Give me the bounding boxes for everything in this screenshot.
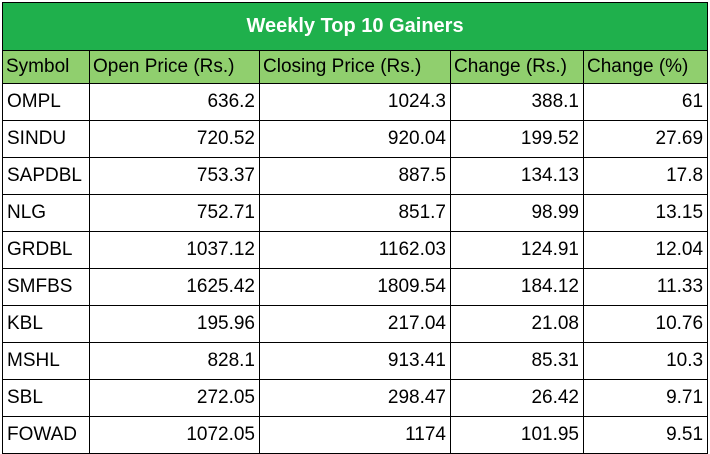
cell-symbol: SINDU [2, 120, 90, 158]
table-row: GRDBL 1037.12 1162.03 124.91 12.04 [2, 231, 709, 269]
cell-change-pct: 9.71 [582, 379, 709, 417]
cell-change-pct: 27.69 [582, 120, 709, 158]
cell-open-price: 720.52 [89, 120, 260, 158]
cell-change-rs: 388.1 [450, 83, 584, 121]
cell-symbol: OMPL [2, 83, 90, 121]
table-row: KBL 195.96 217.04 21.08 10.76 [2, 305, 709, 343]
cell-change-rs: 21.08 [450, 305, 584, 343]
cell-change-rs: 184.12 [450, 268, 584, 306]
cell-closing-price: 217.04 [259, 305, 451, 343]
cell-open-price: 1625.42 [89, 268, 260, 306]
table-row: OMPL 636.2 1024.3 388.1 61 [2, 83, 709, 121]
title-row: Weekly Top 10 Gainers [1, 2, 709, 51]
table-row: SBL 272.05 298.47 26.42 9.71 [2, 379, 709, 417]
cell-open-price: 753.37 [89, 157, 260, 195]
cell-open-price: 195.96 [89, 305, 260, 343]
cell-closing-price: 887.5 [259, 157, 451, 195]
cell-change-pct: 10.3 [582, 342, 709, 380]
cell-closing-price: 1162.03 [259, 231, 451, 269]
table-row: NLG 752.71 851.7 98.99 13.15 [2, 194, 709, 232]
cell-closing-price: 1809.54 [259, 268, 451, 306]
header-change-pct: Change (%) [582, 50, 709, 84]
cell-change-pct: 11.33 [582, 268, 709, 306]
cell-closing-price: 913.41 [259, 342, 451, 380]
cell-change-rs: 26.42 [450, 379, 584, 417]
header-row: Symbol Open Price (Rs.) Closing Price (R… [2, 50, 709, 84]
cell-change-rs: 124.91 [450, 231, 584, 269]
table-row: MSHL 828.1 913.41 85.31 10.3 [2, 342, 709, 380]
cell-change-rs: 134.13 [450, 157, 584, 195]
cell-change-pct: 9.51 [582, 416, 709, 454]
cell-change-rs: 101.95 [450, 416, 584, 454]
cell-open-price: 752.71 [89, 194, 260, 232]
cell-closing-price: 920.04 [259, 120, 451, 158]
cell-symbol: NLG [2, 194, 90, 232]
cell-symbol: GRDBL [2, 231, 90, 269]
cell-symbol: SMFBS [2, 268, 90, 306]
cell-closing-price: 1174 [259, 416, 451, 454]
cell-open-price: 272.05 [89, 379, 260, 417]
cell-change-rs: 98.99 [450, 194, 584, 232]
header-open-price: Open Price (Rs.) [89, 50, 260, 84]
cell-symbol: KBL [2, 305, 90, 343]
cell-change-pct: 12.04 [582, 231, 709, 269]
table-row: FOWAD 1072.05 1174 101.95 9.51 [2, 416, 709, 454]
cell-change-rs: 199.52 [450, 120, 584, 158]
header-symbol: Symbol [2, 50, 90, 84]
cell-change-pct: 17.8 [582, 157, 709, 195]
cell-closing-price: 298.47 [259, 379, 451, 417]
cell-symbol: FOWAD [2, 416, 90, 454]
table-row: SINDU 720.52 920.04 199.52 27.69 [2, 120, 709, 158]
cell-change-pct: 13.15 [582, 194, 709, 232]
cell-open-price: 636.2 [89, 83, 260, 121]
cell-open-price: 828.1 [89, 342, 260, 380]
cell-symbol: MSHL [2, 342, 90, 380]
table-row: SAPDBL 753.37 887.5 134.13 17.8 [2, 157, 709, 195]
cell-open-price: 1072.05 [89, 416, 260, 454]
cell-open-price: 1037.12 [89, 231, 260, 269]
cell-closing-price: 851.7 [259, 194, 451, 232]
header-closing-price: Closing Price (Rs.) [259, 50, 451, 84]
table-row: SMFBS 1625.42 1809.54 184.12 11.33 [2, 268, 709, 306]
cell-change-rs: 85.31 [450, 342, 584, 380]
cell-symbol: SAPDBL [2, 157, 90, 195]
cell-change-pct: 61 [582, 83, 709, 121]
cell-change-pct: 10.76 [582, 305, 709, 343]
cell-closing-price: 1024.3 [259, 83, 451, 121]
cell-symbol: SBL [2, 379, 90, 417]
table-title: Weekly Top 10 Gainers [1, 2, 709, 51]
header-change-rs: Change (Rs.) [450, 50, 584, 84]
